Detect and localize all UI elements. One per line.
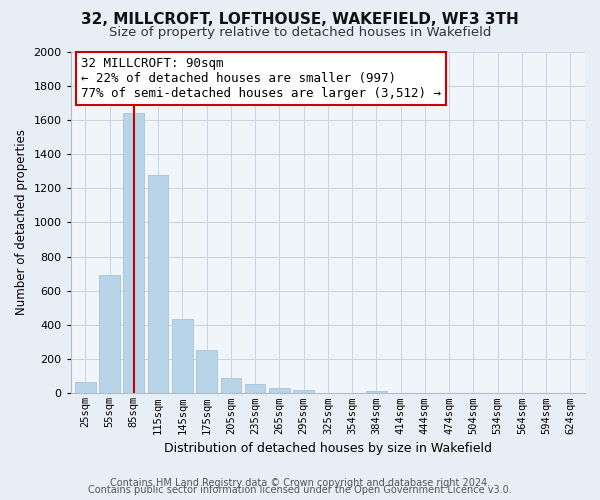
Bar: [172, 319, 193, 394]
Text: 32 MILLCROFT: 90sqm
← 22% of detached houses are smaller (997)
77% of semi-detac: 32 MILLCROFT: 90sqm ← 22% of detached ho…: [81, 56, 441, 100]
Bar: [99, 274, 120, 394]
Bar: [75, 382, 95, 394]
Text: Contains HM Land Registry data © Crown copyright and database right 2024.: Contains HM Land Registry data © Crown c…: [110, 478, 490, 488]
Text: 32, MILLCROFT, LOFTHOUSE, WAKEFIELD, WF3 3TH: 32, MILLCROFT, LOFTHOUSE, WAKEFIELD, WF3…: [81, 12, 519, 28]
Bar: [245, 384, 265, 394]
Y-axis label: Number of detached properties: Number of detached properties: [15, 130, 28, 316]
Bar: [196, 350, 217, 394]
Bar: [269, 388, 290, 394]
Bar: [148, 174, 169, 394]
Text: Contains public sector information licensed under the Open Government Licence v3: Contains public sector information licen…: [88, 485, 512, 495]
Bar: [366, 391, 386, 394]
Bar: [124, 113, 144, 394]
Bar: [221, 378, 241, 394]
Bar: [293, 390, 314, 394]
X-axis label: Distribution of detached houses by size in Wakefield: Distribution of detached houses by size …: [164, 442, 492, 455]
Text: Size of property relative to detached houses in Wakefield: Size of property relative to detached ho…: [109, 26, 491, 39]
